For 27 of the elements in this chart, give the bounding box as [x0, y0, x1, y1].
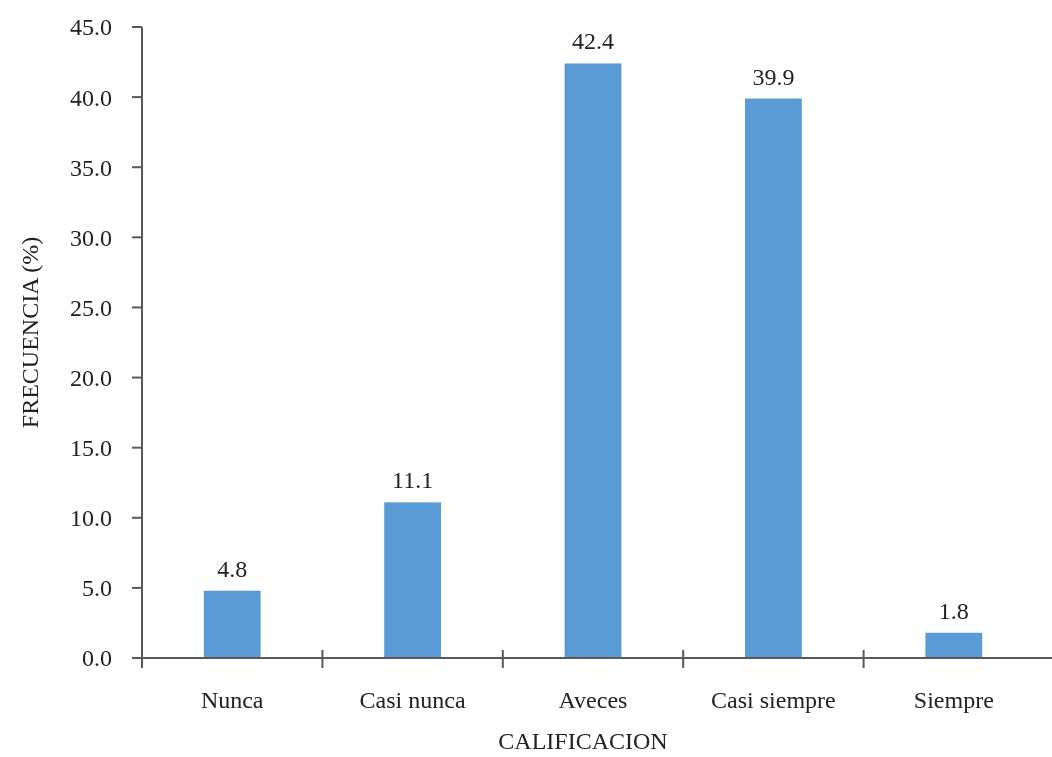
bar	[203, 590, 261, 658]
y-tick-label: 10.0	[70, 505, 112, 532]
y-tick-label: 20.0	[70, 364, 112, 391]
y-tick-label: 0.0	[82, 645, 112, 672]
y-tick-label: 15.0	[70, 435, 112, 462]
bar	[384, 502, 442, 658]
x-axis-title: CALIFICACION	[498, 728, 668, 754]
x-tick-label: Nunca	[200, 687, 264, 713]
data-label: 4.8	[217, 555, 248, 582]
x-tick-label: Aveces	[558, 687, 628, 713]
y-tick-label: 45.0	[70, 14, 112, 41]
y-tick-label: 5.0	[82, 575, 112, 602]
x-tick-label: Siempre	[913, 687, 994, 713]
bar	[744, 98, 802, 658]
y-tick-label: 40.0	[70, 84, 112, 111]
y-tick-label: 25.0	[70, 294, 112, 321]
data-label: 11.1	[392, 467, 434, 494]
data-label: 1.8	[938, 597, 969, 624]
y-tick-label: 35.0	[70, 154, 112, 181]
x-tick-label: Casi nunca	[359, 687, 466, 713]
data-label: 42.4	[572, 28, 614, 55]
y-axis-title: FRECUENCIA (%)	[17, 236, 43, 429]
y-tick-label: 30.0	[70, 224, 112, 251]
bar	[925, 632, 983, 658]
bar	[564, 63, 622, 658]
data-label: 39.9	[752, 63, 795, 90]
x-tick-label: Casi siempre	[711, 687, 836, 713]
